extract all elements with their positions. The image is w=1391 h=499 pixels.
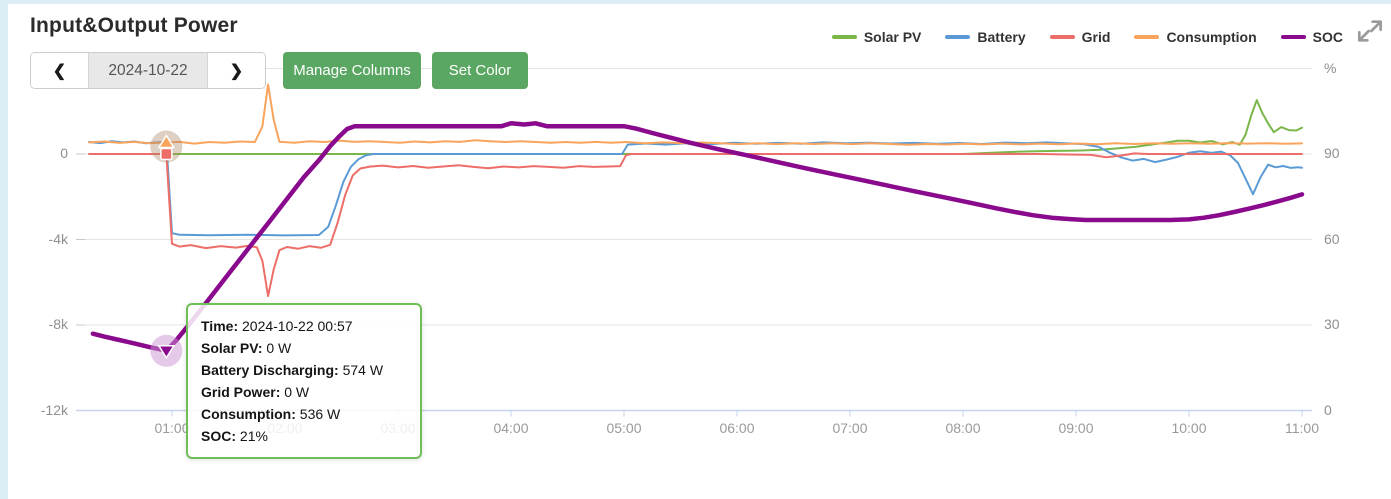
x-axis-label: 01:00 [154, 420, 190, 436]
y-axis-label-left: -12k [40, 401, 68, 418]
highlight-marker-soc[interactable] [157, 345, 176, 360]
tooltip-row: Battery Discharging574 W [201, 359, 407, 381]
legend-label: SOC [1312, 29, 1343, 45]
tooltip-row: SOC21% [201, 425, 407, 447]
tooltip-label: Time [201, 318, 242, 334]
series-line-grid[interactable] [88, 152, 1303, 298]
legend-swatch [1134, 35, 1160, 39]
tooltip-label: Battery Discharging [201, 362, 343, 378]
tooltip-label: Solar PV [201, 340, 266, 356]
y-axis-label-left: -4k [48, 230, 68, 247]
tooltip-label: SOC [201, 428, 240, 444]
series-line-consumption[interactable] [88, 83, 1303, 146]
y-axis-label-right: 90 [1324, 145, 1340, 161]
x-axis-label: 05:00 [606, 420, 642, 436]
manage-columns-button[interactable]: Manage Columns [283, 52, 421, 89]
legend-item-grid[interactable]: Grid [1049, 29, 1111, 45]
legend-label: Grid [1081, 29, 1111, 45]
tooltip-row: Consumption536 W [201, 403, 407, 425]
page-edge-left [0, 0, 8, 499]
tooltip-label: Grid Power [201, 384, 284, 400]
tooltip-label: Consumption [201, 406, 300, 422]
chevron-right-icon: ❯ [229, 62, 244, 80]
legend-swatch [831, 35, 857, 39]
legend: Solar PV Battery Grid Consumption SOC [831, 29, 1343, 45]
date-navigator: ❮ 2024-10-22 ❯ [30, 52, 266, 89]
y-axis-label-left: 0 [60, 145, 68, 161]
y-axis-label-left: -8k [48, 316, 68, 332]
tooltip-row: Time2024-10-22 00:57 [201, 315, 407, 337]
legend-swatch [1280, 35, 1306, 39]
legend-item-solar-pv[interactable]: Solar PV [831, 29, 922, 45]
legend-item-battery[interactable]: Battery [945, 29, 1026, 45]
prev-date-button[interactable]: ❮ [31, 53, 89, 88]
page-edge-top [0, 0, 1391, 4]
tooltip-row: Grid Power0 W [201, 381, 407, 403]
tooltip-value: 0 W [284, 384, 310, 400]
chevron-left-icon: ❮ [52, 62, 67, 80]
set-color-button[interactable]: Set Color [432, 52, 528, 89]
legend-label: Battery [977, 29, 1026, 45]
legend-label: Solar PV [863, 29, 922, 45]
x-axis-label: 10:00 [1171, 420, 1207, 436]
tooltip-value: 0 W [266, 340, 292, 356]
next-date-button[interactable]: ❯ [207, 53, 265, 88]
x-axis-label: 07:00 [832, 420, 868, 436]
y-axis-unit-label: % [1324, 59, 1337, 76]
tooltip-value: 574 W [342, 362, 384, 378]
legend-item-soc[interactable]: SOC [1280, 29, 1343, 45]
series-line-soc[interactable] [90, 121, 1305, 354]
expand-icon[interactable] [1354, 14, 1386, 48]
tooltip-row: Solar PV0 W [201, 337, 407, 359]
x-axis-label: 11:00 [1285, 420, 1319, 436]
tooltip-value: 21% [239, 428, 268, 444]
x-axis-label: 04:00 [493, 420, 529, 436]
y-axis-label-right: 60 [1324, 230, 1340, 247]
page-title: Input&Output Power [30, 14, 238, 37]
x-axis-label: 09:00 [1058, 420, 1094, 436]
tooltip-value: 536 W [299, 406, 341, 422]
legend-swatch [945, 35, 971, 39]
y-axis-label-right: 30 [1324, 316, 1340, 332]
tooltip-value: 2024-10-22 00:57 [242, 318, 353, 334]
x-axis-label: 06:00 [719, 420, 755, 436]
highlight-marker-consumption[interactable] [157, 134, 176, 149]
y-axis-label-right: 0 [1324, 401, 1332, 418]
legend-item-consumption[interactable]: Consumption [1134, 29, 1257, 45]
legend-label: Consumption [1166, 29, 1257, 45]
x-axis-label: 08:00 [945, 420, 981, 436]
highlight-marker-grid[interactable] [160, 147, 173, 161]
legend-swatch [1049, 35, 1075, 39]
date-display[interactable]: 2024-10-22 [89, 53, 207, 88]
